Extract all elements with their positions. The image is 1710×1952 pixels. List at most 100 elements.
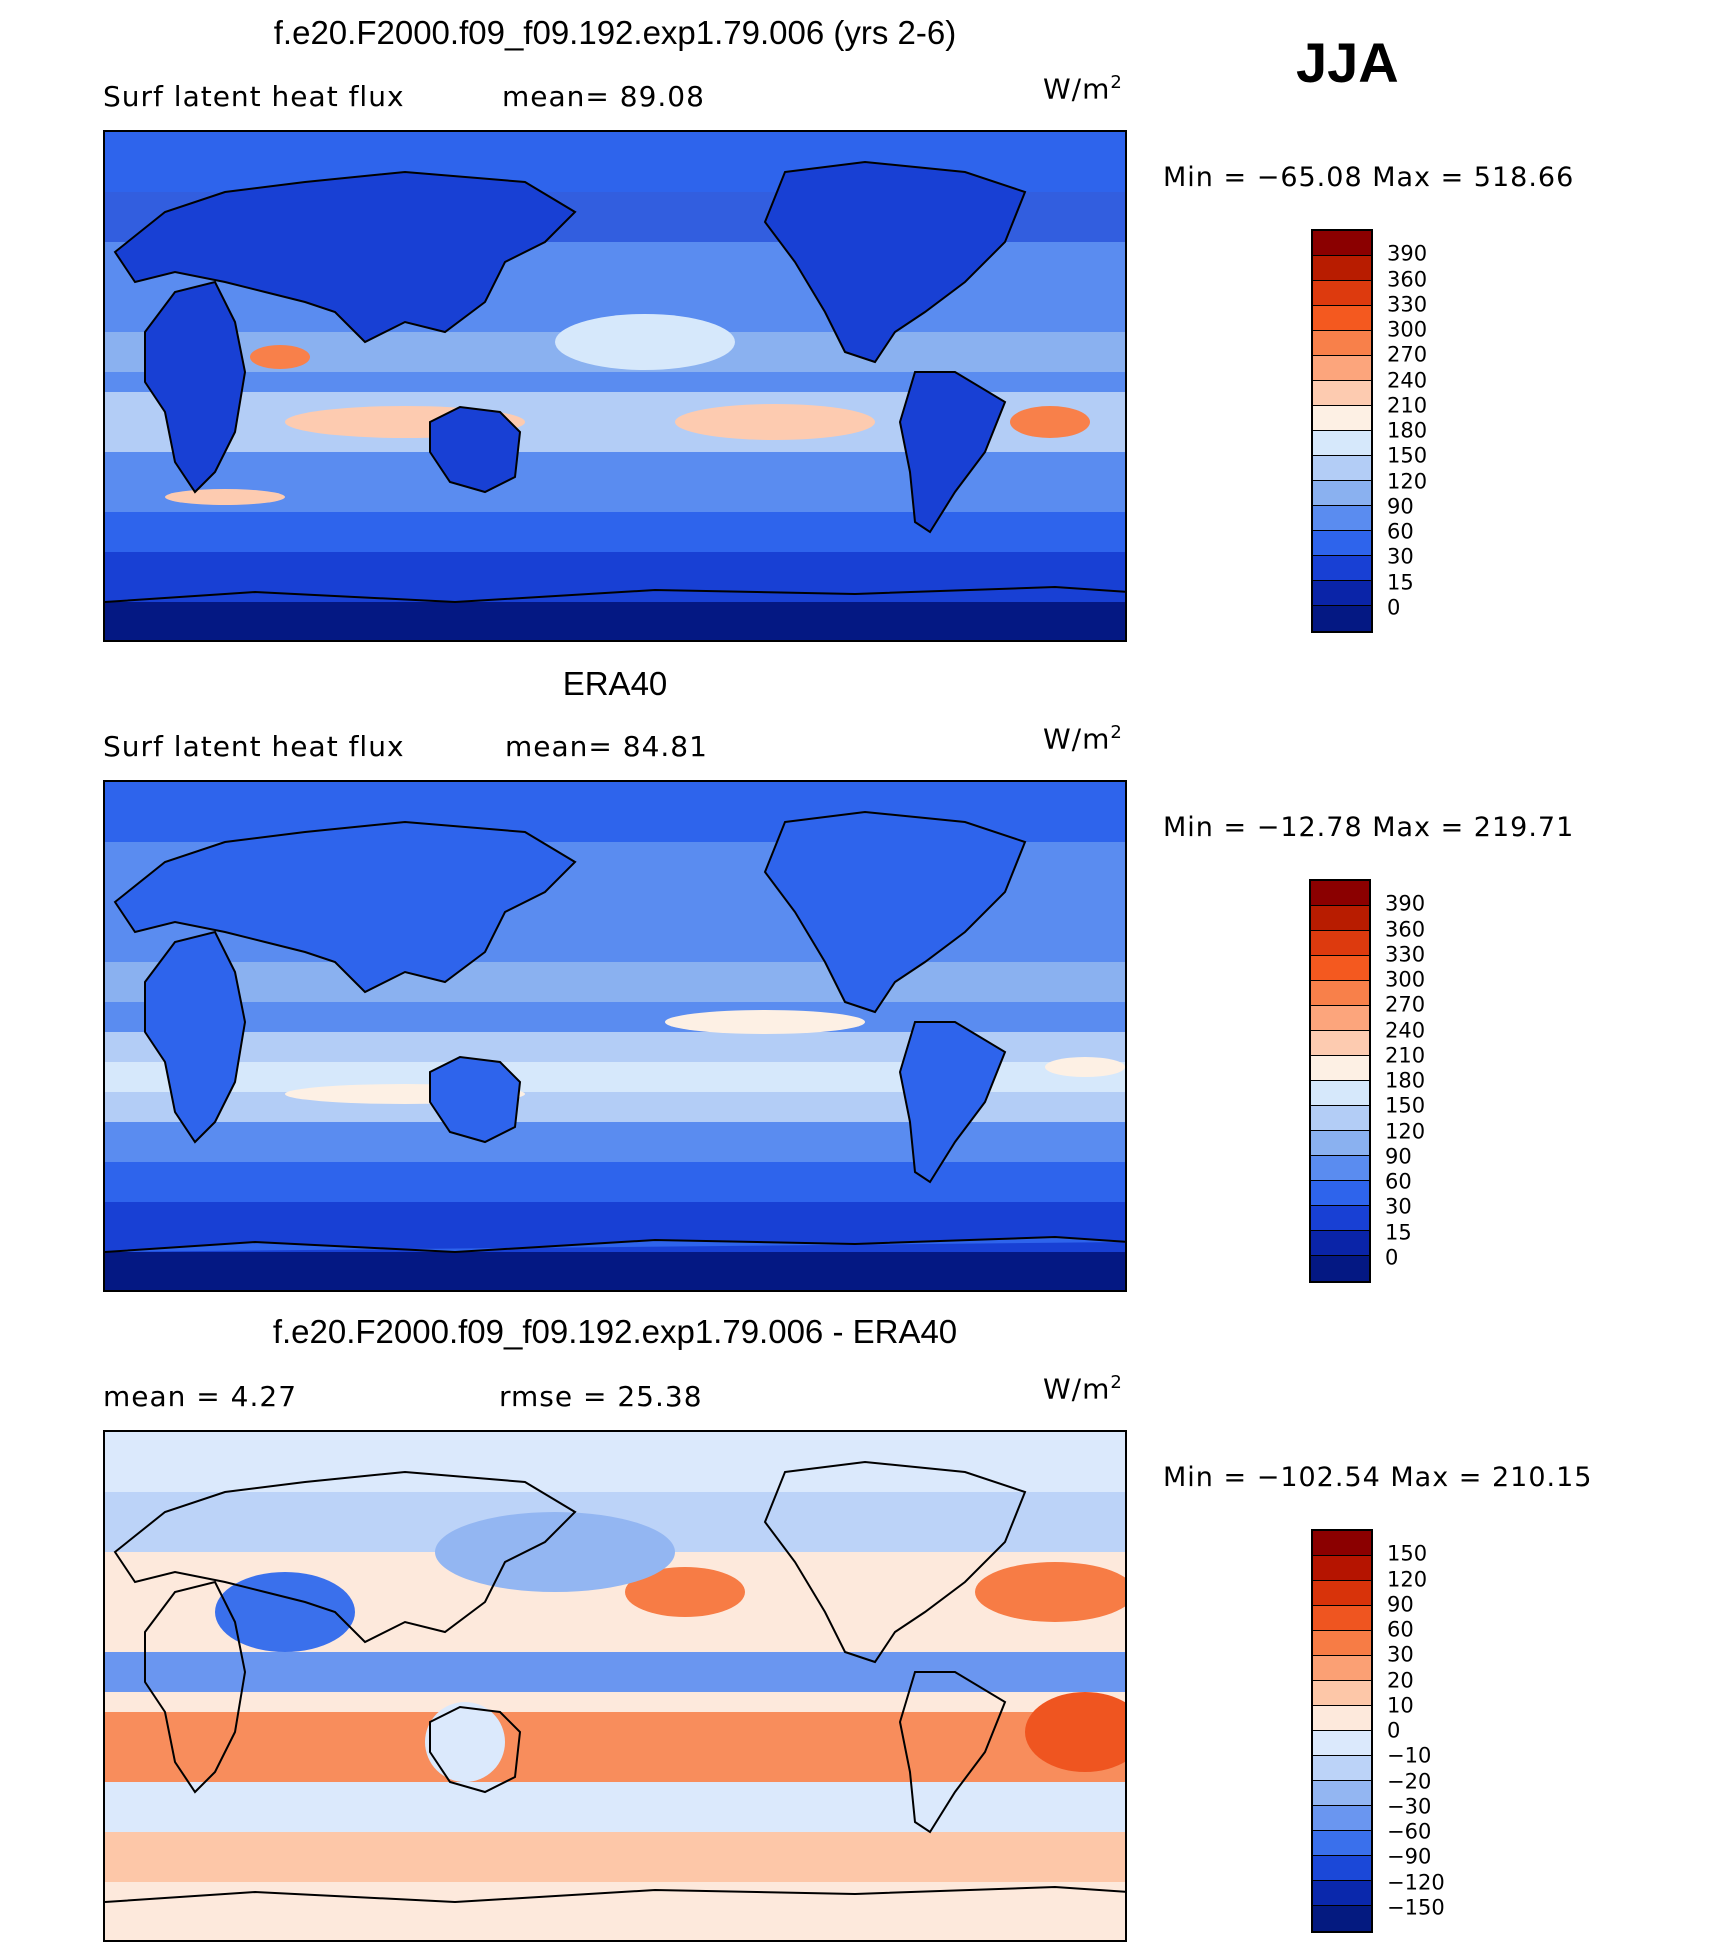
colorbar-tick-label: 240 — [1385, 1018, 1426, 1042]
panel-1-mean-label: mean= 89.08 — [502, 80, 705, 113]
colorbar-tick-label: 210 — [1387, 393, 1428, 418]
panel-1-variable-label: Surf latent heat flux — [103, 80, 405, 113]
colorbar-tick-label: 0 — [1387, 595, 1401, 620]
colorbar-tick-label: 270 — [1387, 342, 1428, 367]
colorbar-swatch — [1313, 431, 1371, 456]
colorbar-tick-label: 60 — [1387, 519, 1414, 544]
panel-3-minmax: Min = −102.54 Max = 210.15 — [1163, 1462, 1593, 1493]
colorbar-tick-label: 120 — [1387, 469, 1428, 493]
colorbar-swatch — [1313, 1531, 1371, 1556]
colorbar-tick-label: 15 — [1385, 1220, 1412, 1244]
colorbar-tick-label: 150 — [1387, 1541, 1428, 1566]
panel-2-mean-label: mean= 84.81 — [505, 730, 708, 763]
colorbar-swatch — [1313, 1706, 1371, 1731]
colorbar-tick-label: −120 — [1387, 1870, 1445, 1894]
units-text: W/m — [1043, 1372, 1111, 1406]
colorbar-tick-label: 90 — [1387, 1592, 1414, 1617]
panel-3-units: W/m2 — [1043, 1372, 1123, 1405]
colorbar-tick-label: 30 — [1387, 1642, 1414, 1667]
colorbar-tick-label: 390 — [1385, 891, 1426, 916]
colorbar-tick-label: −30 — [1387, 1794, 1432, 1819]
colorbar-swatch — [1313, 1631, 1371, 1656]
colorbar-swatch — [1313, 481, 1371, 506]
colorbar-tick-label: 300 — [1387, 317, 1428, 342]
colorbar-tick-label: 270 — [1385, 992, 1426, 1017]
panel-2-map — [103, 780, 1127, 1292]
colorbar-swatch — [1311, 1081, 1369, 1106]
panel-1-units: W/m2 — [1043, 72, 1123, 105]
colorbar-swatch — [1311, 1206, 1369, 1231]
colorbar-swatch — [1313, 1656, 1371, 1681]
colorbar-swatch — [1313, 381, 1371, 406]
colorbar-tick-label: 180 — [1385, 1068, 1426, 1093]
panel-3-title: f.e20.F2000.f09_f09.192.exp1.79.006 - ER… — [272, 1313, 958, 1350]
colorbar-swatch — [1311, 1181, 1369, 1206]
colorbar-swatch — [1313, 256, 1371, 281]
colorbar-tick-label: 90 — [1387, 494, 1414, 519]
colorbar-swatch — [1313, 406, 1371, 431]
colorbar-swatch — [1313, 331, 1371, 356]
colorbar-tick-label: 30 — [1385, 1194, 1412, 1219]
colorbar-swatch — [1311, 1256, 1369, 1281]
units-text: W/m — [1043, 72, 1111, 106]
colorbar-tick-label: −20 — [1387, 1769, 1432, 1793]
colorbar-tick-label: −10 — [1387, 1743, 1432, 1768]
colorbar-tick-label: 150 — [1387, 443, 1428, 468]
colorbar-tick-label: 60 — [1385, 1169, 1412, 1194]
colorbar-tick-label: 120 — [1387, 1567, 1428, 1591]
panel-1-map — [103, 130, 1127, 642]
colorbar-tick-label: 330 — [1387, 292, 1428, 317]
colorbar-tick-label: 330 — [1385, 942, 1426, 967]
panel-2-colorbar — [1309, 879, 1371, 1283]
colorbar-swatch — [1311, 1231, 1369, 1256]
colorbar-swatch — [1313, 1756, 1371, 1781]
colorbar-swatch — [1311, 906, 1369, 931]
units-exponent: 2 — [1110, 722, 1123, 743]
colorbar-swatch — [1313, 1831, 1371, 1856]
colorbar-swatch — [1313, 1781, 1371, 1806]
panel-3-map — [103, 1430, 1127, 1942]
panel-3-mean-label: mean = 4.27 — [103, 1380, 298, 1413]
colorbar-swatch — [1311, 1131, 1369, 1156]
panel-1-title: f.e20.F2000.f09_f09.192.exp1.79.006 (yrs… — [273, 14, 957, 51]
colorbar-swatch — [1311, 981, 1369, 1006]
colorbar-tick-label: 360 — [1385, 917, 1426, 941]
colorbar-tick-label: 120 — [1385, 1119, 1426, 1143]
season-label: JJA — [1296, 31, 1399, 94]
colorbar-swatch — [1311, 1031, 1369, 1056]
units-exponent: 2 — [1110, 72, 1123, 93]
colorbar-tick-label: 150 — [1385, 1093, 1426, 1118]
colorbar-swatch — [1311, 1106, 1369, 1131]
colorbar-tick-label: 180 — [1387, 418, 1428, 443]
colorbar-swatch — [1313, 1556, 1371, 1581]
colorbar-tick-label: 240 — [1387, 368, 1428, 392]
colorbar-swatch — [1313, 1731, 1371, 1756]
colorbar-swatch — [1313, 1806, 1371, 1831]
panel-1-minmax: Min = −65.08 Max = 518.66 — [1163, 162, 1575, 193]
panel-2-variable-label: Surf latent heat flux — [103, 730, 405, 763]
colorbar-swatch — [1311, 881, 1369, 906]
colorbar-swatch — [1313, 231, 1371, 256]
panel-3-rmse-label: rmse = 25.38 — [499, 1380, 703, 1413]
colorbar-swatch — [1311, 1056, 1369, 1081]
colorbar-tick-label: −90 — [1387, 1844, 1432, 1869]
colorbar-swatch — [1313, 1581, 1371, 1606]
colorbar-tick-label: 90 — [1385, 1144, 1412, 1169]
colorbar-swatch — [1311, 1156, 1369, 1181]
colorbar-swatch — [1313, 1856, 1371, 1881]
colorbar-swatch — [1313, 356, 1371, 381]
colorbar-swatch — [1313, 556, 1371, 581]
colorbar-swatch — [1313, 1906, 1371, 1931]
colorbar-tick-label: 0 — [1387, 1718, 1401, 1743]
colorbar-swatch — [1313, 456, 1371, 481]
units-text: W/m — [1043, 722, 1111, 756]
colorbar-tick-label: −150 — [1387, 1895, 1445, 1920]
colorbar-swatch — [1313, 306, 1371, 331]
colorbar-swatch — [1311, 1006, 1369, 1031]
colorbar-swatch — [1313, 581, 1371, 606]
panel-2-minmax: Min = −12.78 Max = 219.71 — [1163, 812, 1575, 843]
colorbar-tick-label: 210 — [1385, 1043, 1426, 1068]
colorbar-tick-label: 360 — [1387, 267, 1428, 291]
colorbar-swatch — [1313, 1881, 1371, 1906]
colorbar-swatch — [1311, 931, 1369, 956]
